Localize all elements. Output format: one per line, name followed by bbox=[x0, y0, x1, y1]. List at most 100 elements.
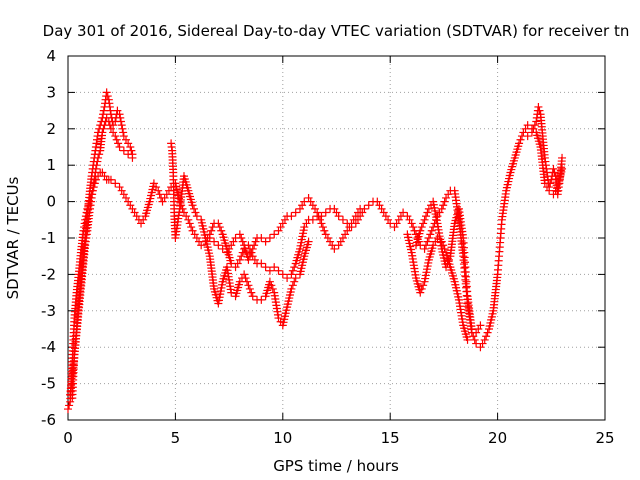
data-point bbox=[308, 215, 317, 224]
chart-title: Day 301 of 2016, Sidereal Day-to-day VTE… bbox=[43, 22, 630, 40]
data-point bbox=[347, 219, 356, 228]
data-point-interp bbox=[318, 223, 327, 232]
data-point bbox=[373, 197, 382, 206]
y-axis-label: SDTVAR / TECUs bbox=[4, 176, 22, 299]
data-point bbox=[210, 237, 219, 246]
data-point bbox=[330, 244, 339, 253]
data-point-interp bbox=[419, 219, 428, 228]
data-point-interp bbox=[237, 252, 246, 261]
data-point bbox=[416, 288, 425, 297]
data-point-interp bbox=[243, 277, 251, 286]
data-point bbox=[558, 164, 567, 173]
data-point-interp bbox=[314, 212, 323, 221]
data-point-interp bbox=[426, 230, 435, 239]
data-point-interp bbox=[114, 139, 123, 148]
data-point bbox=[394, 215, 403, 224]
data-point bbox=[106, 175, 115, 184]
data-point bbox=[523, 132, 532, 141]
data-point bbox=[338, 234, 347, 242]
grid-lines bbox=[68, 56, 605, 420]
data-point-interp bbox=[290, 277, 299, 286]
data-point-interp bbox=[529, 124, 538, 133]
x-tick-label: 25 bbox=[595, 429, 614, 447]
data-point-interp bbox=[126, 201, 135, 210]
data-point-interp bbox=[238, 237, 247, 246]
data-point-interp bbox=[443, 259, 452, 268]
data-point-interp bbox=[208, 223, 217, 232]
data-point-interp bbox=[444, 190, 453, 199]
data-point bbox=[545, 183, 554, 192]
data-point bbox=[205, 234, 214, 242]
data-point-interp bbox=[405, 215, 414, 224]
data-point bbox=[278, 270, 287, 279]
data-point bbox=[527, 128, 536, 137]
data-point-interp bbox=[530, 121, 539, 130]
data-point bbox=[91, 164, 100, 173]
data-point bbox=[343, 226, 352, 235]
x-axis-label: GPS time / hours bbox=[273, 457, 399, 475]
y-tick-label: -4 bbox=[41, 338, 56, 356]
data-point bbox=[558, 153, 567, 162]
data-point bbox=[214, 241, 223, 250]
data-point-interp bbox=[207, 226, 216, 235]
data-point bbox=[188, 201, 197, 210]
data-point-interp bbox=[105, 121, 114, 130]
data-point-interp bbox=[121, 193, 130, 202]
y-tick-label: -3 bbox=[41, 302, 56, 320]
y-tick-label: -5 bbox=[41, 375, 56, 393]
data-point bbox=[128, 153, 137, 162]
data-point-interp bbox=[422, 212, 430, 221]
data-point-interp bbox=[185, 219, 194, 228]
data-point-interp bbox=[422, 241, 430, 250]
data-point-interp bbox=[190, 204, 199, 213]
data-point-interp bbox=[117, 186, 126, 195]
data-point-interp bbox=[550, 168, 559, 177]
data-point bbox=[424, 234, 433, 242]
data-point bbox=[274, 226, 283, 235]
data-point bbox=[261, 263, 270, 272]
y-tick-label: 2 bbox=[46, 120, 56, 138]
data-point bbox=[115, 110, 124, 119]
data-point-interp bbox=[375, 201, 384, 210]
data-point-interp bbox=[345, 223, 354, 232]
data-point bbox=[117, 121, 126, 130]
data-point-interp bbox=[99, 124, 108, 133]
data-point bbox=[313, 208, 322, 217]
data-point-interp bbox=[516, 135, 525, 144]
data-point-interp bbox=[103, 92, 112, 101]
data-point bbox=[304, 237, 313, 246]
data-point-interp bbox=[306, 197, 315, 206]
x-tick-label: 0 bbox=[63, 429, 73, 447]
y-tick-label: -1 bbox=[41, 229, 56, 247]
data-point-interp bbox=[323, 234, 332, 242]
data-point-interp bbox=[546, 179, 555, 188]
data-point bbox=[424, 204, 433, 213]
data-point bbox=[420, 215, 429, 224]
data-point bbox=[158, 197, 167, 206]
data-point bbox=[192, 212, 201, 221]
y-tick-label: 1 bbox=[46, 156, 56, 174]
data-point bbox=[304, 193, 313, 202]
data-point-interp bbox=[112, 135, 121, 144]
data-point bbox=[102, 88, 111, 97]
data-point bbox=[100, 172, 109, 181]
data-point-interp bbox=[316, 215, 325, 224]
data-point-interp bbox=[423, 237, 432, 246]
data-point bbox=[119, 132, 128, 141]
data-point bbox=[407, 219, 416, 228]
data-point-interp bbox=[251, 237, 260, 246]
data-point bbox=[261, 237, 270, 246]
y-tick-label: 3 bbox=[46, 83, 56, 101]
data-point-interp bbox=[250, 241, 259, 250]
y-tick-label: 0 bbox=[46, 193, 56, 211]
data-point bbox=[549, 164, 558, 173]
data-point bbox=[317, 219, 326, 228]
data-point bbox=[334, 241, 343, 250]
data-point bbox=[240, 270, 249, 279]
x-tick-label: 15 bbox=[381, 429, 400, 447]
y-tick-label: -2 bbox=[41, 265, 56, 283]
data-point bbox=[231, 263, 240, 272]
data-point bbox=[476, 321, 485, 330]
data-point bbox=[197, 241, 206, 250]
y-tick-label: 4 bbox=[46, 47, 56, 65]
